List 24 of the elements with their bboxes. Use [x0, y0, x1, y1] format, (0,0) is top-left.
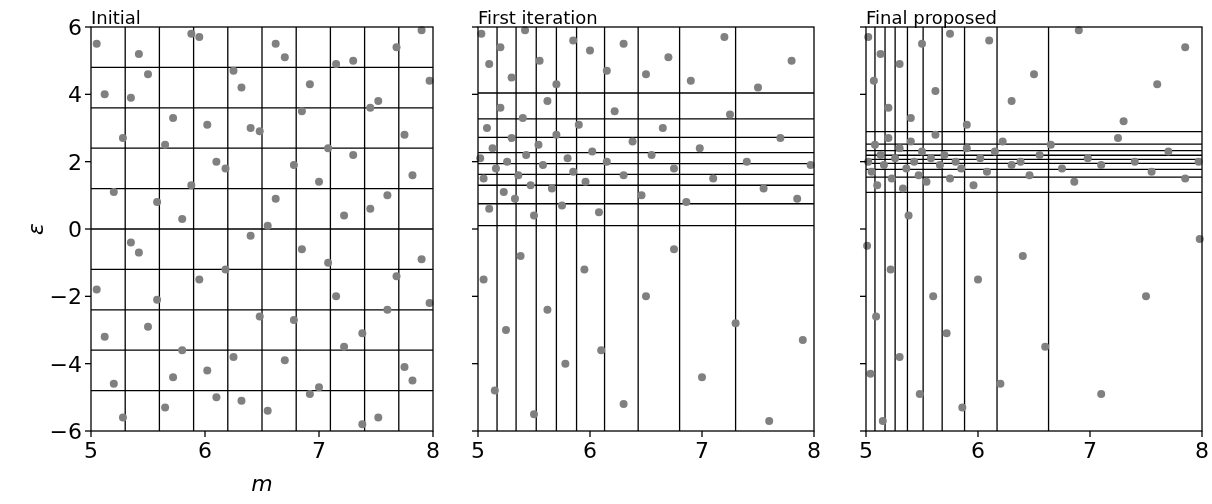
- chart-title: Initial: [91, 7, 141, 28]
- x-tick-label: 7: [695, 438, 709, 463]
- x-tick-label: 6: [583, 438, 597, 463]
- x-tick-label: 6: [198, 438, 212, 463]
- x-tick-label: 7: [1083, 438, 1097, 463]
- y-tick-label: 6: [68, 15, 82, 40]
- chart-title: Final proposed: [866, 7, 997, 28]
- x-tick-label: 5: [471, 438, 485, 463]
- y-tick-label: 4: [68, 82, 82, 108]
- x-tick-label: 8: [1195, 438, 1209, 463]
- x-tick-label: 7: [312, 438, 326, 463]
- x-tick-label: 5: [859, 438, 873, 463]
- y-tick-label: −6: [49, 419, 82, 444]
- x-tick-label: 8: [426, 438, 440, 463]
- x-tick-label: 8: [807, 438, 821, 463]
- x-axis-title: m: [251, 471, 273, 496]
- y-tick-label: −2: [49, 284, 82, 310]
- y-tick-label: −4: [49, 351, 82, 377]
- y-tick-label: 0: [68, 217, 82, 242]
- x-tick-label: 5: [84, 438, 98, 463]
- y-tick-label: 2: [68, 149, 82, 175]
- x-tick-label: 6: [971, 438, 985, 463]
- chart-title: First iteration: [478, 7, 598, 28]
- y-axis-title: ε: [23, 222, 48, 235]
